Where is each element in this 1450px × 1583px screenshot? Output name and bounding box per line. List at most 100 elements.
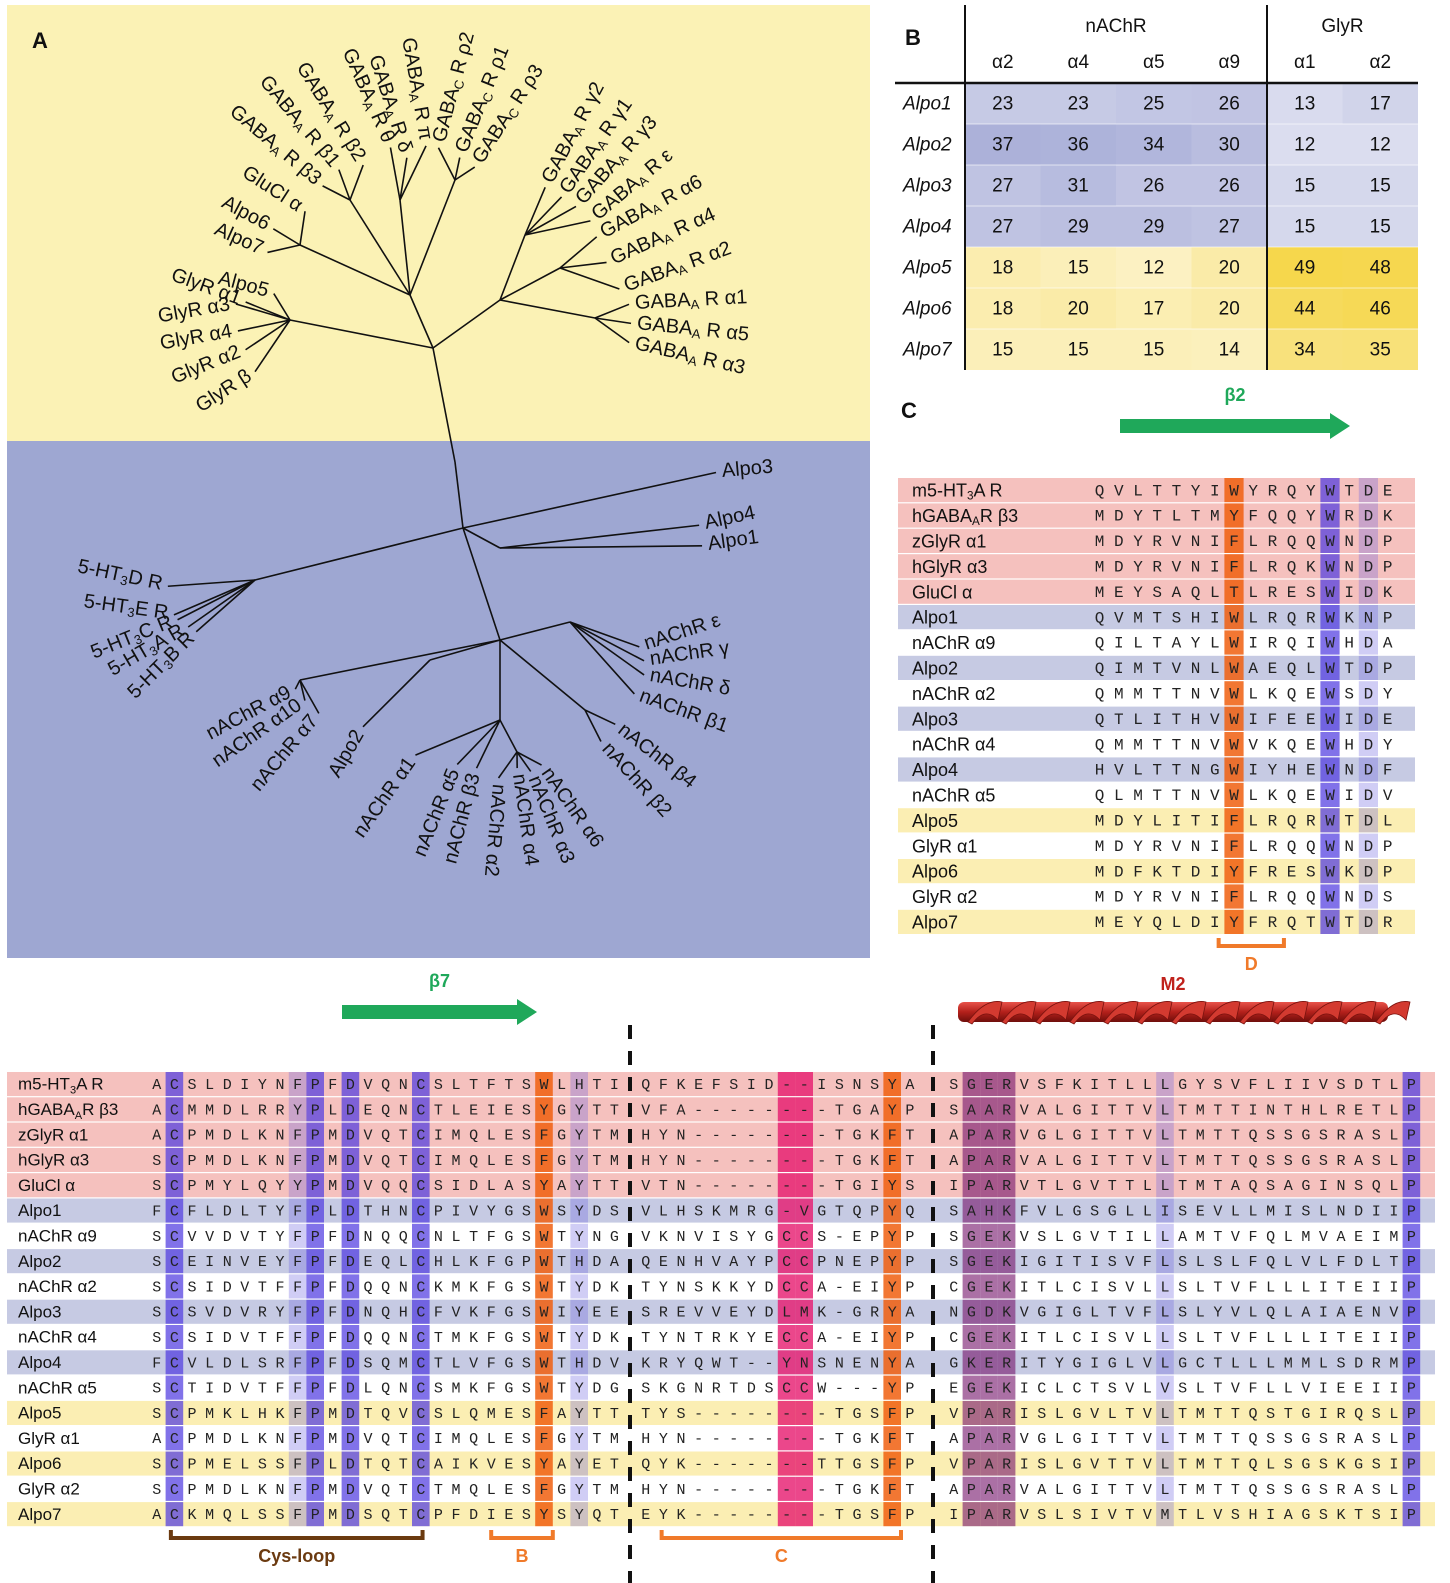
residue-highlight <box>1224 630 1244 655</box>
leaf-branch <box>299 679 320 714</box>
row-bg <box>7 1476 1435 1501</box>
row-name: Alpo7 <box>912 912 958 932</box>
text-part: Alpo5 <box>18 1404 61 1423</box>
residue-highlight <box>997 1097 1016 1122</box>
cell <box>1116 329 1192 370</box>
text-part: A R <box>974 480 1003 500</box>
alignment-c: Cβ2 m5-HT3A R QVLTTYIWYRQYWTDE hGABAAR β3 MD… <box>898 385 1415 974</box>
leaf-branch <box>267 244 301 254</box>
residue-highlight <box>1402 1173 1421 1198</box>
residue-highlight <box>1402 1299 1421 1324</box>
residue-highlight <box>883 1350 901 1375</box>
sequence: MDYRVNIFLRQQWNDP <box>1095 838 1402 856</box>
cell-value: 27 <box>992 217 1013 238</box>
residue-highlight <box>570 1072 588 1097</box>
residue-highlight <box>306 1223 324 1248</box>
residue-highlight <box>288 1198 307 1223</box>
text-part: GlyR α1 <box>912 836 977 856</box>
cell-value: 18 <box>992 299 1013 320</box>
row-bg <box>7 1147 1435 1172</box>
cell-value: 12 <box>1143 258 1164 279</box>
residue-highlight <box>962 1147 981 1172</box>
residue-highlight <box>1358 605 1378 630</box>
residue-highlight <box>1224 884 1244 909</box>
residue-highlight <box>795 1249 813 1274</box>
residue-highlight <box>306 1426 324 1451</box>
residue-highlight <box>795 1502 813 1527</box>
leaf-branch <box>362 659 431 728</box>
sequence: SAARVALGITTVLTMTTINTHLRETLP <box>949 1102 1424 1119</box>
sequence: MEYSAQLTLRESWIDK <box>1095 584 1402 602</box>
residue-highlight <box>288 1451 307 1476</box>
cell-value: 13 <box>1294 94 1315 115</box>
residue-highlight <box>306 1375 324 1400</box>
sequence: SGEKVSLGVTILLAMTVFQLMVAEIMP <box>949 1229 1424 1246</box>
sequence: MDYRVNIFLRQQWNDP <box>1095 533 1402 551</box>
cell-value: 20 <box>1068 299 1089 320</box>
sequence: KRYQWT--YNSNENYA <box>641 1355 923 1372</box>
cell <box>965 247 1041 288</box>
cell <box>965 329 1041 370</box>
residue-highlight <box>412 1375 430 1400</box>
leaf-branch <box>299 679 306 701</box>
cell <box>1342 329 1418 370</box>
text-part: nAChR α9 <box>18 1227 97 1246</box>
row-label-bg <box>895 329 965 370</box>
text-part: Alpo7 <box>912 912 958 932</box>
sequence: SCPMELSSFPLDTQTCAIKVESYAYET <box>152 1457 627 1474</box>
branch <box>454 461 464 529</box>
residue-highlight <box>980 1451 998 1476</box>
residue-highlight <box>341 1198 360 1223</box>
row-name: nAChR α4 <box>912 734 995 754</box>
residue-highlight <box>1402 1198 1421 1223</box>
text-part: GluCl α <box>18 1176 75 1195</box>
cell <box>1191 247 1267 288</box>
leaf-branch <box>462 471 717 529</box>
sequence: TYNSKKYDCCA-EIYP <box>641 1279 923 1296</box>
residue-highlight <box>412 1198 430 1223</box>
cell <box>1116 288 1192 329</box>
row-name: Alpo2 <box>912 658 958 678</box>
group-header: GlyR <box>1321 16 1363 37</box>
residue-highlight <box>306 1325 324 1350</box>
row-name: Alpo3 <box>18 1303 61 1322</box>
residue-highlight <box>412 1476 430 1501</box>
residue-highlight <box>1224 909 1244 934</box>
cell-value: 27 <box>992 176 1013 197</box>
residue-highlight <box>341 1122 360 1147</box>
residue-highlight <box>535 1325 553 1350</box>
residue-highlight <box>795 1451 813 1476</box>
residue-highlight <box>306 1502 324 1527</box>
residue-highlight <box>1358 782 1378 807</box>
sequence: FCFLDLTYFPLDTHNCPIVYGSWSYDS <box>152 1204 627 1221</box>
row-label-bg <box>895 165 965 206</box>
cell-value: 14 <box>1219 340 1241 361</box>
leaf-branch <box>272 228 301 246</box>
residue-highlight <box>341 1476 360 1501</box>
residue-highlight <box>1320 757 1340 782</box>
cell-value: 15 <box>1370 217 1391 238</box>
cell-value: 15 <box>1068 340 1089 361</box>
strand-label: β7 <box>429 971 450 991</box>
cell <box>1040 124 1116 165</box>
residue-highlight <box>1320 554 1340 579</box>
group-header: nAChR <box>1085 16 1146 37</box>
residue-highlight <box>777 1476 796 1501</box>
residue-highlight <box>1358 732 1378 757</box>
helix-turn <box>1375 1001 1411 1025</box>
text-part: 3 <box>126 605 135 621</box>
residue-highlight <box>777 1451 796 1476</box>
residue-highlight <box>570 1400 588 1425</box>
residue-highlight <box>306 1299 324 1324</box>
row-name: nAChR α4 <box>18 1328 97 1347</box>
row-name: hGABAAR β3 <box>912 506 1018 528</box>
residue-highlight <box>997 1072 1016 1097</box>
residue-highlight <box>997 1173 1016 1198</box>
residue-highlight <box>306 1122 324 1147</box>
leaf-branch <box>559 261 607 269</box>
residue-highlight <box>1320 884 1340 909</box>
leaf-branch <box>235 303 291 321</box>
residue-highlight <box>883 1451 901 1476</box>
row-bg <box>7 1400 1435 1425</box>
